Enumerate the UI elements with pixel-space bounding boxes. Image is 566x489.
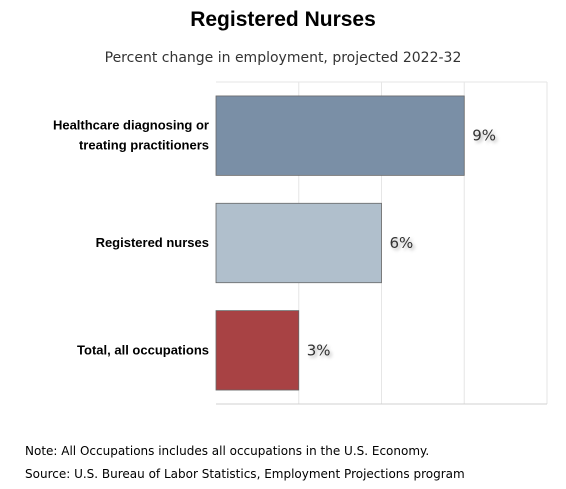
bar-3 <box>215 310 300 391</box>
value-label: 6% <box>390 234 414 252</box>
bar-chart: 9% Healthcare diagnosing or treating pract… <box>53 81 548 405</box>
chart-source: Source: U.S. Bureau of Labor Statistics,… <box>25 467 465 481</box>
value-label: 3% <box>307 341 331 359</box>
chart-note: Note: All Occupations includes all occup… <box>25 444 430 458</box>
category-label: Registered nurses <box>96 235 209 250</box>
category-label: Healthcare diagnosing or treating practit… <box>53 118 209 153</box>
category-label: Total, all occupations <box>77 342 209 357</box>
chart-subtitle: Percent change in employment, projected … <box>104 50 462 66</box>
value-label: 9% <box>472 127 496 145</box>
bar-2 <box>215 202 382 284</box>
chart-title: Registered Nurses <box>190 8 376 31</box>
bar-1 <box>215 95 465 176</box>
